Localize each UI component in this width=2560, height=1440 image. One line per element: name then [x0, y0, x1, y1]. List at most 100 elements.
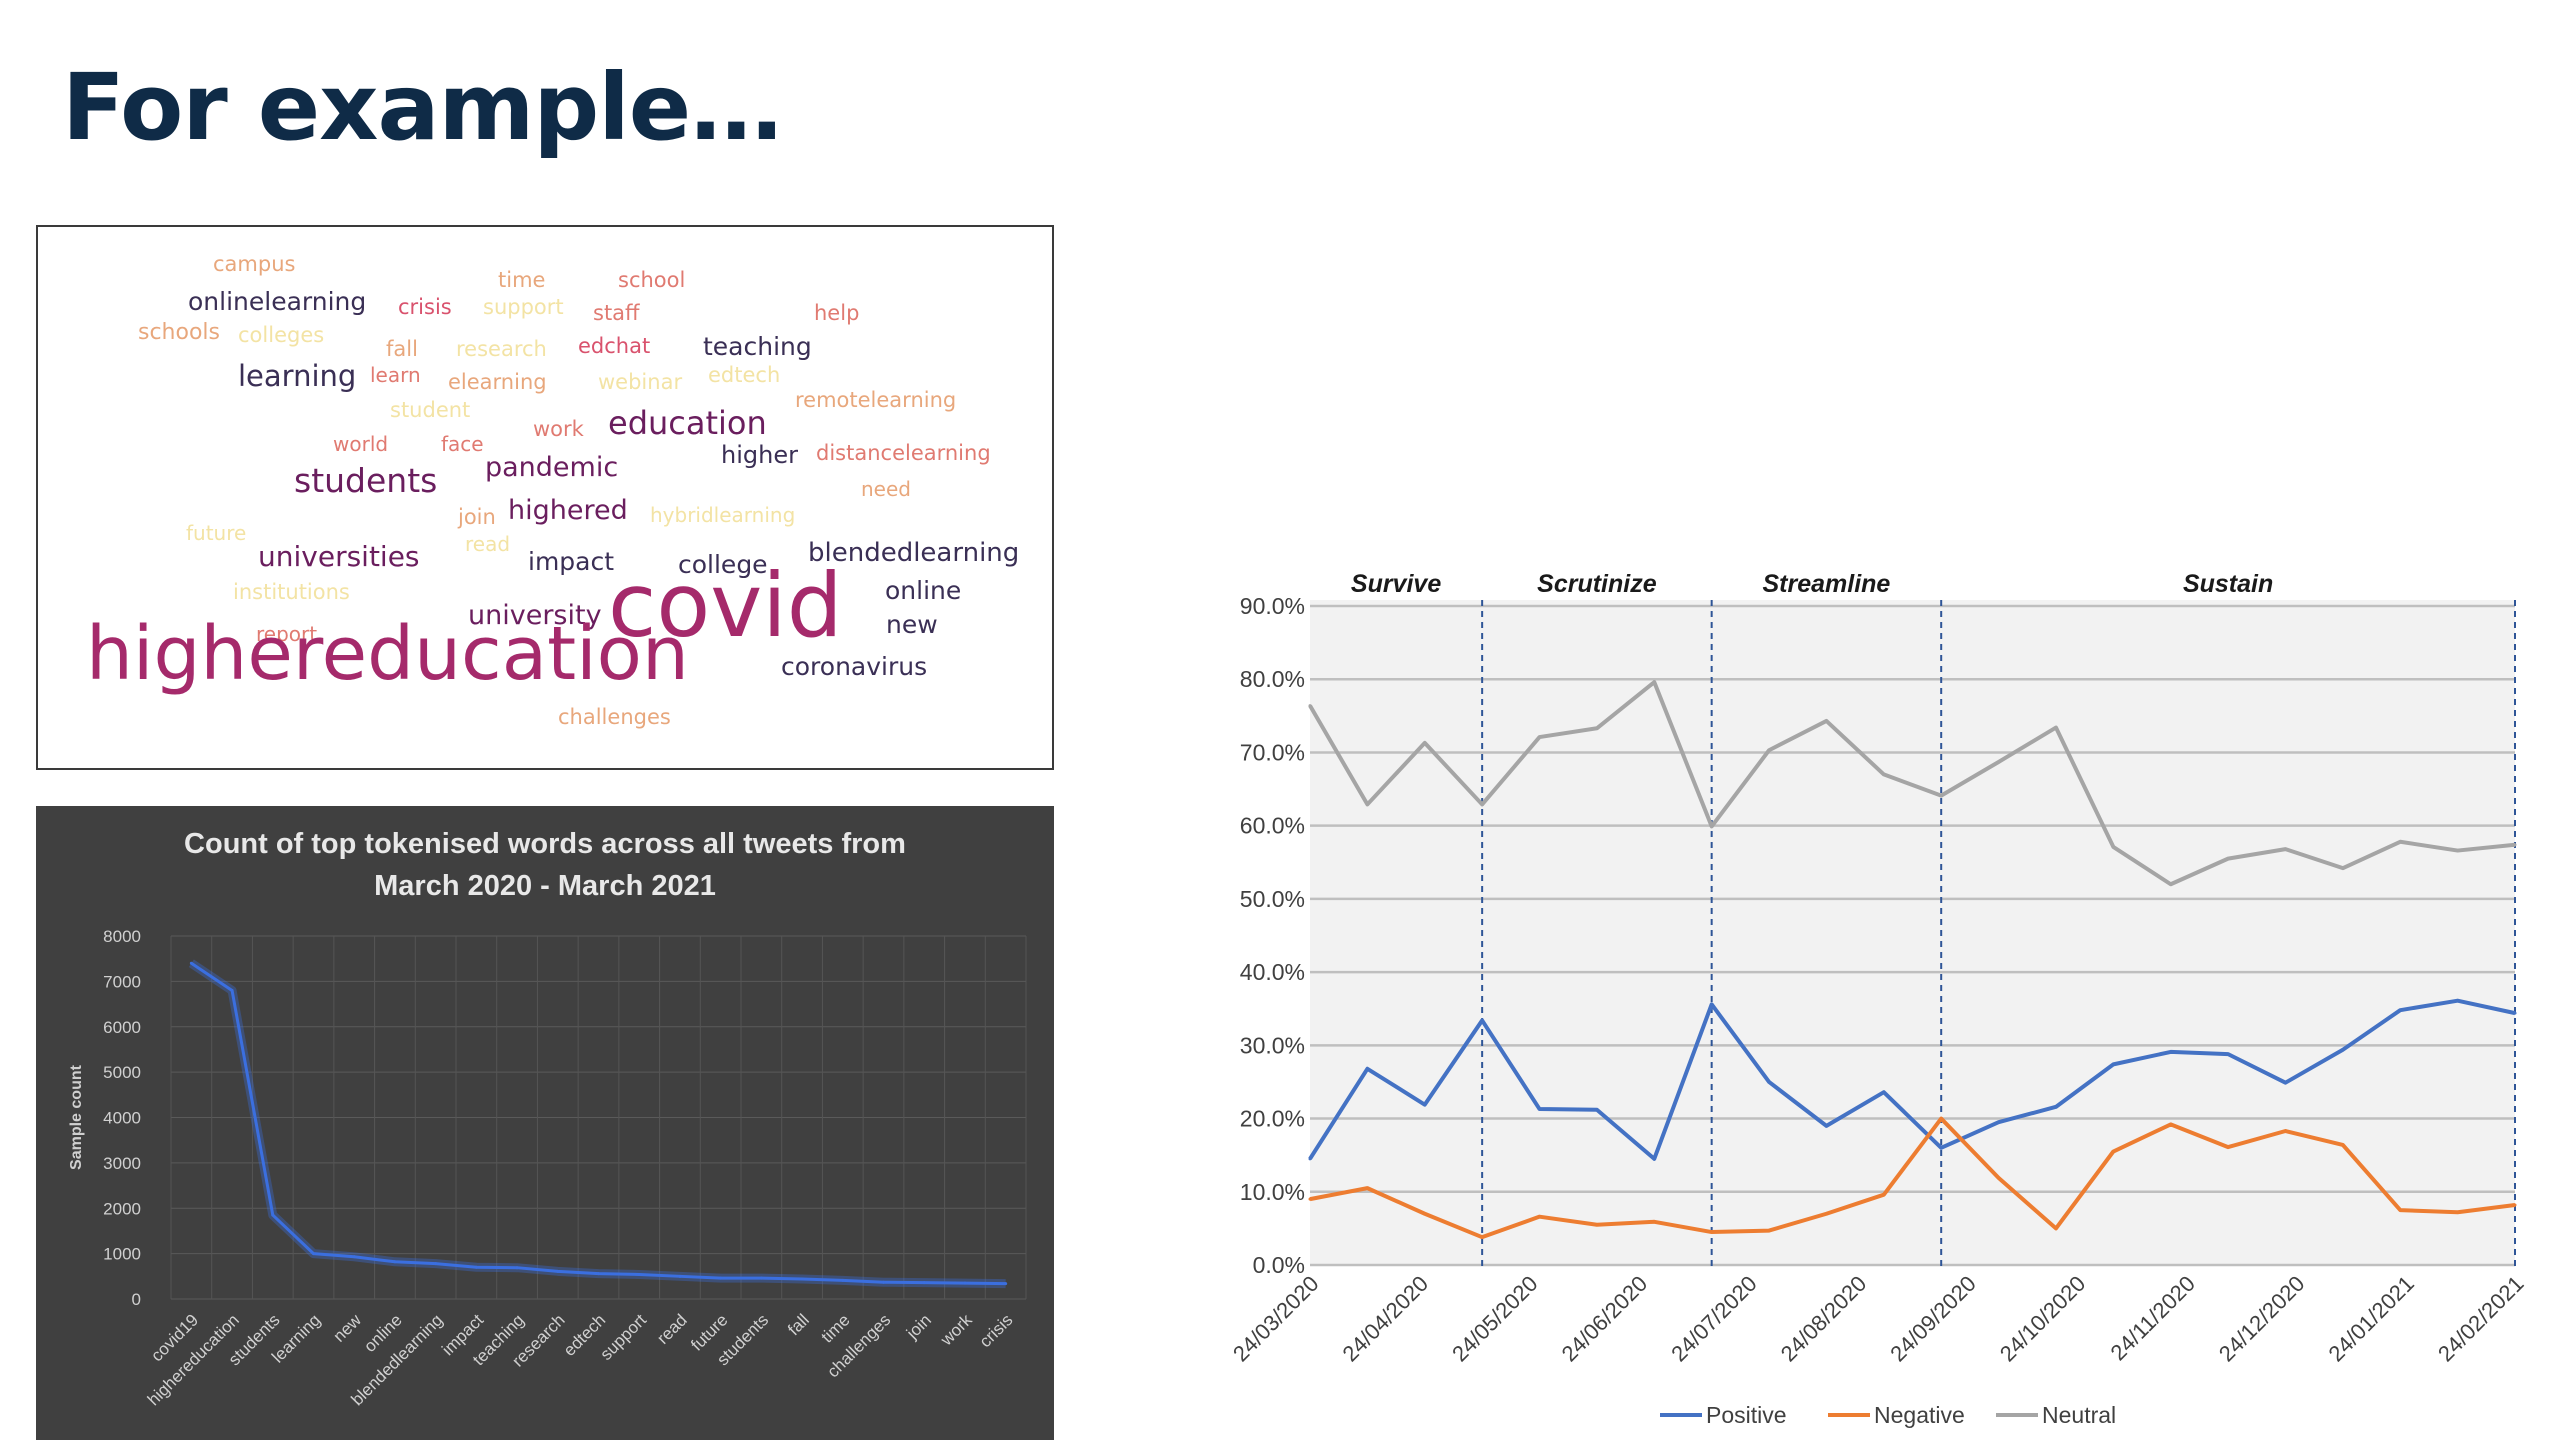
cloud-word: teaching [703, 332, 812, 361]
series-positive-point [1423, 1103, 1427, 1107]
series-positive-point [2398, 1008, 2402, 1012]
series-negative-point [1538, 1215, 1542, 1219]
cloud-word: institutions [233, 580, 350, 604]
series-positive-point [1997, 1120, 2001, 1124]
token-count-svg: Count of top tokenised words across all … [68, 828, 1027, 1409]
token-y-tick: 1000 [103, 1245, 141, 1264]
phase-label: Scrutinize [1537, 570, 1657, 598]
series-neutral-point [2169, 882, 2173, 886]
cloud-word: schools [138, 320, 220, 345]
cloud-word: future [186, 521, 247, 545]
series-positive-point [2054, 1105, 2058, 1109]
series-negative-point [1365, 1186, 1369, 1190]
cloud-word: elearning [448, 370, 547, 394]
series-positive-point [1595, 1108, 1599, 1112]
series-positive-point [2456, 999, 2460, 1003]
token-point [637, 1272, 641, 1276]
series-negative-point [2226, 1145, 2230, 1149]
cloud-word: join [458, 505, 496, 529]
series-positive-point [1538, 1107, 1542, 1111]
cloud-word: challenges [558, 705, 671, 729]
series-neutral-point [1652, 680, 1656, 684]
series-positive-point [1365, 1067, 1369, 1071]
cloud-word: support [483, 295, 564, 319]
series-neutral-point [2513, 843, 2517, 847]
sent-y-tick: 50.0% [1240, 886, 1305, 912]
sent-y-tick: 80.0% [1240, 666, 1305, 692]
series-neutral-point [1824, 719, 1828, 723]
token-chart-title: Count of top tokenised words across all … [184, 828, 906, 860]
token-point [189, 961, 193, 965]
series-neutral-line [1308, 680, 2516, 887]
sentiment-svg: 0.0% 10.0% 20.0% 30.0% 40.0% 50.0% 60.0% 70.0% 8… [1228, 570, 2529, 1428]
token-x-tick: work [936, 1310, 976, 1350]
cloud-word: onlinelearning [188, 287, 367, 316]
cloud-word: learning [238, 359, 357, 393]
token-point [474, 1265, 478, 1269]
sent-y-tick: 0.0% [1253, 1252, 1305, 1278]
slide-title: For example… [62, 54, 782, 161]
series-neutral-point [1939, 794, 1943, 798]
series-negative-point [1308, 1197, 1312, 1201]
series-positive-point [1652, 1157, 1656, 1161]
series-positive-point [2111, 1062, 2115, 1066]
token-y-tick: 8000 [103, 927, 141, 946]
cloud-word: higher [721, 441, 798, 469]
cloud-word: time [498, 268, 546, 292]
token-point [312, 1252, 315, 1256]
token-point [800, 1277, 804, 1281]
cloud-word: hybridlearning [650, 503, 796, 527]
token-point [759, 1276, 763, 1280]
series-negative-line [1309, 1116, 2516, 1240]
cloud-word: campus [213, 252, 296, 276]
token-y-tick: 7000 [103, 972, 141, 991]
series-positive-point [1824, 1124, 1828, 1128]
series-positive-point [1308, 1157, 1312, 1161]
cloud-word: school [618, 268, 686, 292]
phase-label: Streamline [1763, 570, 1891, 598]
series-positive-point [1767, 1080, 1771, 1084]
cloud-word: staff [593, 301, 640, 325]
sent-y-tick: 10.0% [1240, 1179, 1305, 1205]
series-negative-point [2283, 1129, 2287, 1133]
token-y-tick: 3000 [103, 1154, 141, 1173]
token-point [434, 1262, 438, 1266]
token-y-tick: 0 [132, 1290, 141, 1309]
legend-label: Neutral [2042, 1402, 2116, 1428]
series-neutral-point [1767, 748, 1771, 752]
series-negative-point [2169, 1122, 2173, 1126]
token-point [719, 1276, 723, 1280]
token-point [1004, 1282, 1008, 1286]
series-negative-point [1882, 1193, 1886, 1197]
token-point [352, 1255, 356, 1259]
token-point [515, 1266, 519, 1270]
sent-x-tick: 24/03/2020 [1228, 1271, 1324, 1367]
legend-label: Negative [1874, 1402, 1965, 1428]
cloud-word: research [456, 337, 547, 361]
cloud-word: online [885, 576, 962, 605]
cloud-word: webinar [598, 370, 683, 394]
token-x-tick: read [653, 1310, 690, 1347]
cloud-word: college [678, 550, 768, 579]
series-neutral-point [1882, 772, 1886, 776]
cloud-word: face [441, 432, 484, 456]
series-negative-point [1423, 1212, 1427, 1216]
sent-x-tick: 24/12/2020 [2214, 1271, 2310, 1367]
series-positive-point [1480, 1018, 1484, 1022]
plot-background [1310, 600, 2515, 1265]
series-positive-point [1882, 1090, 1886, 1094]
sent-x-tick: 24/06/2020 [1557, 1271, 1653, 1367]
cloud-word: fall [386, 337, 418, 361]
sent-y-tick: 20.0% [1240, 1106, 1305, 1132]
token-x-tick: support [597, 1310, 651, 1364]
series-negative-point [2054, 1226, 2058, 1230]
cloud-word: help [814, 301, 860, 325]
series-neutral-point [2054, 726, 2058, 730]
token-x-tick: fall [784, 1310, 813, 1339]
cloud-word: edtech [708, 363, 781, 387]
token-point [230, 988, 234, 992]
series-negative-point [1939, 1117, 1943, 1121]
series-positive-line [1308, 998, 2516, 1161]
sent-x-tick: 24/07/2020 [1666, 1271, 1762, 1367]
cloud-word: students [294, 461, 438, 500]
